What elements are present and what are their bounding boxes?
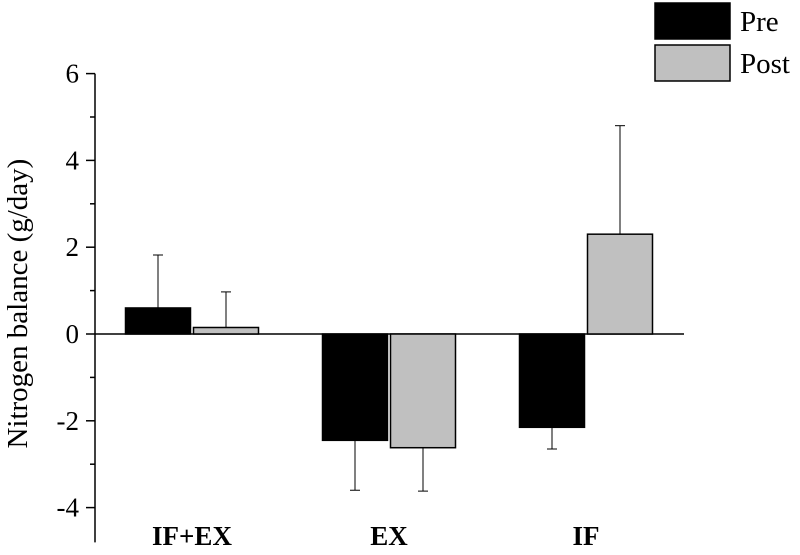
y-tick-label: 0 (66, 319, 80, 349)
legend-label-post: Post (740, 48, 790, 80)
legend-swatch-post (654, 44, 731, 82)
category-labels: IF+EX EX IF (152, 521, 599, 551)
bar-pre (124, 307, 192, 335)
legend-swatch-pre (654, 2, 731, 40)
bar-post (192, 326, 260, 335)
bar-post (586, 233, 654, 335)
y-tick-labels: 6 4 2 0 -2 -4 (57, 59, 80, 523)
category-label: IF+EX (152, 521, 232, 551)
bar-pre (321, 333, 389, 442)
y-tick-label: 6 (66, 59, 80, 89)
category-label: IF (573, 521, 600, 551)
y-axis-title: Nitrogen balance (g/day) (2, 159, 34, 449)
bars (124, 233, 654, 449)
legend-label-pre: Pre (740, 6, 779, 38)
legend: Pre Post (654, 2, 790, 82)
category-label: EX (370, 521, 408, 551)
bar-post (389, 333, 457, 449)
error-bars (153, 125, 625, 492)
y-tick-label: 4 (66, 145, 80, 175)
bar-pre (518, 333, 586, 429)
y-tick-label: 2 (66, 232, 80, 262)
y-tick-label: -4 (57, 493, 80, 523)
y-tick-label: -2 (57, 406, 80, 436)
